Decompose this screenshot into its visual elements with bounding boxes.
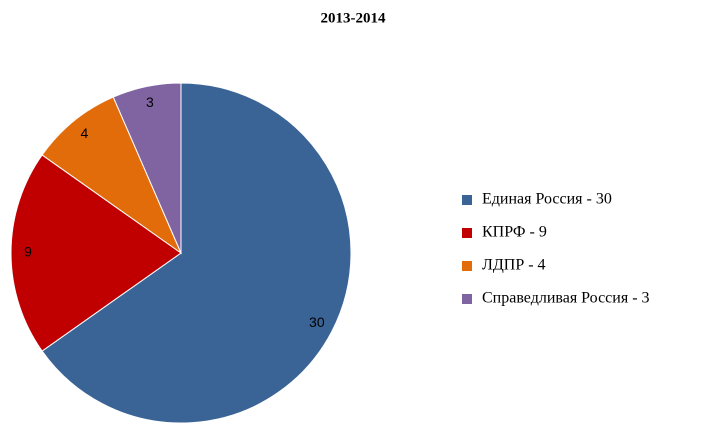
pie-slice [10,154,182,352]
pie-slice [112,82,182,254]
legend-swatch [462,294,472,304]
pie-slice [41,96,183,255]
data-label: 9 [24,244,32,260]
legend-swatch [462,195,472,205]
pie-slice [41,82,352,424]
legend-swatch [462,261,472,271]
legend-label: КПРФ - 9 [482,224,547,241]
data-label: 30 [309,314,325,330]
data-label: 4 [81,125,89,141]
data-label: 3 [146,94,154,110]
chart-title: 2013-2014 [321,10,386,26]
legend-swatch [462,228,472,238]
legend-label: ЛДПР - 4 [482,257,546,274]
legend-label: Справедливая Россия - 3 [482,290,650,307]
legend-label: Единая Россия - 30 [482,191,612,208]
